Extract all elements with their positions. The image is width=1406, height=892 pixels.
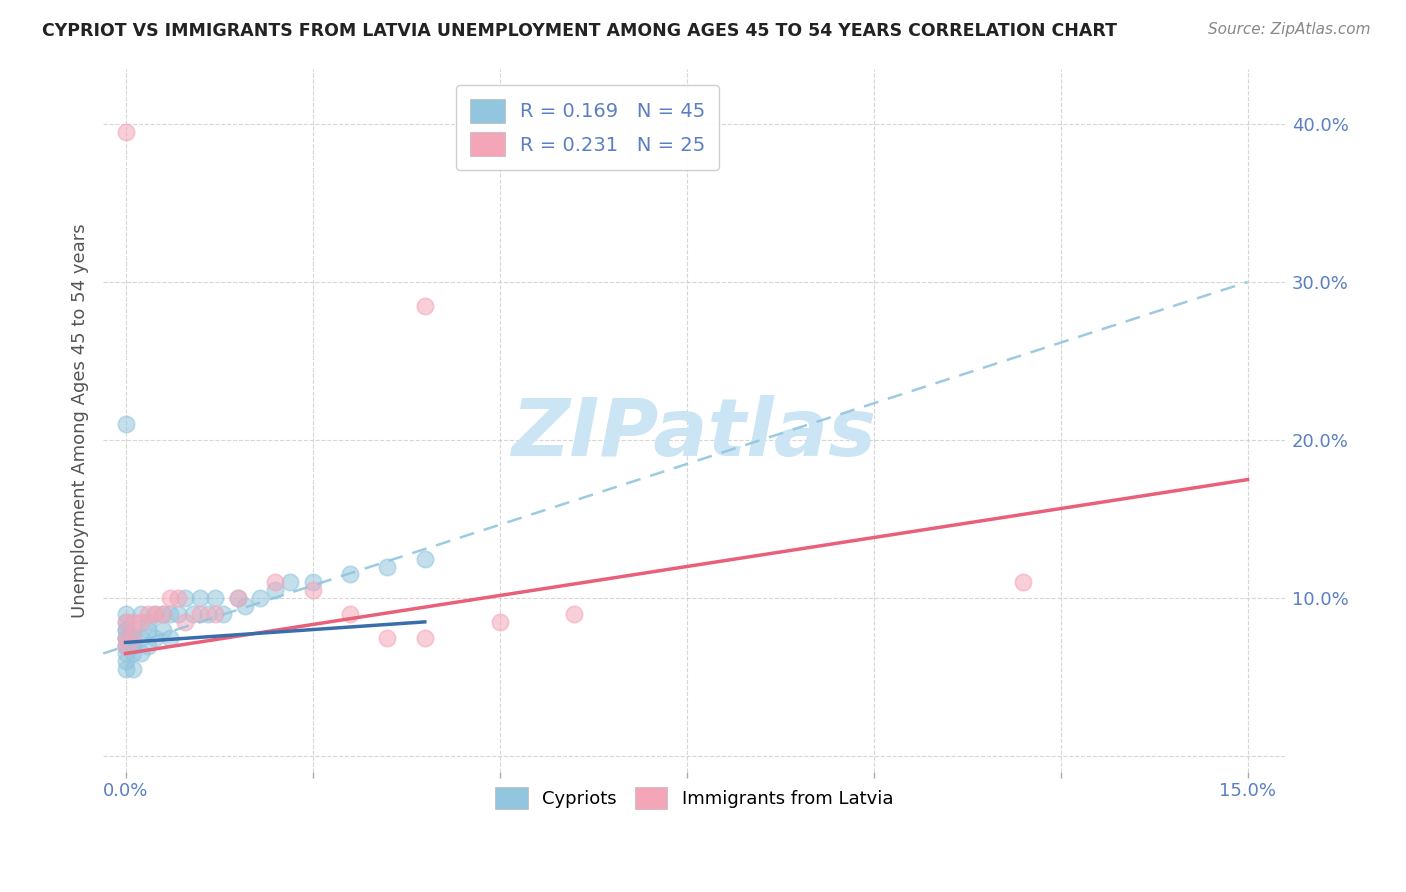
Point: [145, 607, 167, 621]
Point: [377, 631, 399, 645]
Point: [226, 591, 249, 606]
Point: [136, 639, 159, 653]
Point: [159, 607, 181, 621]
Point: [145, 631, 167, 645]
Point: [159, 631, 181, 645]
Point: [211, 607, 233, 621]
Point: [181, 607, 204, 621]
Point: [114, 623, 136, 637]
Point: [114, 647, 136, 661]
Point: [114, 654, 136, 668]
Point: [129, 607, 152, 621]
Point: [122, 662, 145, 676]
Point: [129, 647, 152, 661]
Point: [114, 615, 136, 629]
Text: CYPRIOT VS IMMIGRANTS FROM LATVIA UNEMPLOYMENT AMONG AGES 45 TO 54 YEARS CORRELA: CYPRIOT VS IMMIGRANTS FROM LATVIA UNEMPL…: [42, 22, 1118, 40]
Point: [377, 559, 399, 574]
Point: [264, 583, 287, 598]
Point: [174, 591, 197, 606]
Text: Source: ZipAtlas.com: Source: ZipAtlas.com: [1208, 22, 1371, 37]
Point: [339, 607, 361, 621]
Point: [114, 631, 136, 645]
Point: [301, 575, 323, 590]
Point: [122, 631, 145, 645]
Point: [129, 615, 152, 629]
Y-axis label: Unemployment Among Ages 45 to 54 years: Unemployment Among Ages 45 to 54 years: [72, 223, 89, 617]
Point: [174, 615, 197, 629]
Point: [114, 639, 136, 653]
Point: [413, 631, 436, 645]
Point: [136, 615, 159, 629]
Point: [204, 607, 226, 621]
Point: [114, 623, 136, 637]
Point: [114, 631, 136, 645]
Point: [249, 591, 271, 606]
Point: [301, 583, 323, 598]
Legend: Cypriots, Immigrants from Latvia: Cypriots, Immigrants from Latvia: [488, 780, 900, 816]
Point: [204, 591, 226, 606]
Point: [114, 639, 136, 653]
Point: [114, 662, 136, 676]
Point: [264, 575, 287, 590]
Point: [152, 623, 174, 637]
Point: [114, 125, 136, 139]
Point: [190, 607, 212, 621]
Point: [159, 591, 181, 606]
Point: [114, 639, 136, 653]
Point: [413, 551, 436, 566]
Point: [114, 615, 136, 629]
Point: [167, 591, 190, 606]
Point: [190, 591, 212, 606]
Point: [136, 623, 159, 637]
Text: ZIPatlas: ZIPatlas: [512, 395, 876, 474]
Point: [114, 417, 136, 432]
Point: [488, 615, 510, 629]
Point: [114, 631, 136, 645]
Point: [339, 567, 361, 582]
Point: [564, 607, 586, 621]
Point: [122, 615, 145, 629]
Point: [114, 607, 136, 621]
Point: [413, 299, 436, 313]
Point: [136, 607, 159, 621]
Point: [122, 647, 145, 661]
Point: [197, 607, 219, 621]
Point: [1012, 575, 1035, 590]
Point: [129, 631, 152, 645]
Point: [145, 607, 167, 621]
Point: [226, 591, 249, 606]
Point: [122, 623, 145, 637]
Point: [278, 575, 301, 590]
Point: [233, 599, 256, 613]
Point: [152, 607, 174, 621]
Point: [167, 607, 190, 621]
Point: [122, 631, 145, 645]
Point: [152, 607, 174, 621]
Point: [122, 639, 145, 653]
